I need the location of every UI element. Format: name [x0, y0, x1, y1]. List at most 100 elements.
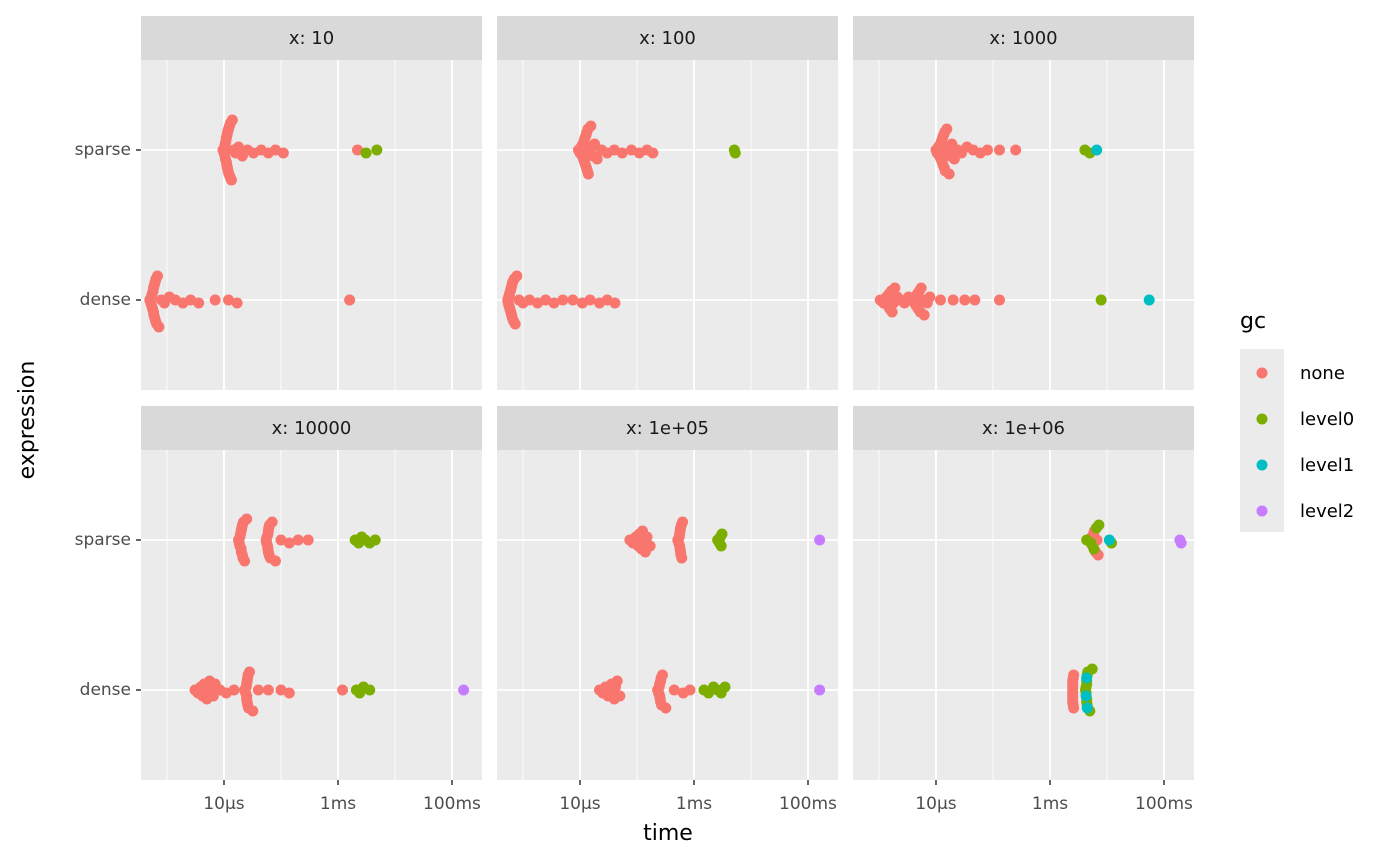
point: [252, 684, 264, 696]
point: [614, 690, 626, 702]
point: [1067, 696, 1079, 708]
point: [611, 675, 623, 687]
strip-label: x: 10000: [272, 418, 352, 439]
x-tick-label: 10µs: [559, 794, 600, 814]
point: [269, 555, 281, 567]
point: [337, 684, 349, 696]
strip: [141, 16, 482, 60]
x-tick-label: 1ms: [676, 794, 712, 814]
point: [584, 294, 596, 306]
panel: [141, 60, 482, 390]
point: [993, 294, 1005, 306]
point: [567, 294, 579, 306]
point: [716, 528, 728, 540]
point: [239, 555, 251, 567]
point: [677, 516, 689, 528]
point: [1081, 702, 1093, 714]
point: [344, 294, 356, 306]
panel: [853, 60, 1194, 390]
point: [302, 534, 314, 546]
panel: [497, 450, 838, 780]
point: [644, 540, 656, 552]
point: [915, 282, 927, 294]
legend-label: level0: [1300, 409, 1354, 430]
point: [266, 516, 278, 528]
point: [941, 123, 953, 135]
legend-label: level1: [1300, 455, 1354, 476]
strip: [141, 406, 482, 450]
point: [1088, 543, 1100, 555]
point: [275, 684, 287, 696]
point: [243, 666, 255, 678]
point: [668, 684, 680, 696]
point: [1103, 534, 1115, 546]
x-tick-label: 10µs: [203, 794, 244, 814]
legend-key: [1256, 367, 1268, 379]
x-tick-label: 100ms: [1135, 794, 1193, 814]
strip-label: x: 1e+05: [626, 418, 709, 439]
point: [641, 531, 653, 543]
strip-label: x: 100: [639, 28, 696, 49]
strip-label: x: 10: [289, 28, 334, 49]
point: [151, 270, 163, 282]
point: [226, 114, 238, 126]
point: [889, 282, 901, 294]
strip: [497, 16, 838, 60]
point: [935, 294, 947, 306]
x-tick-label: 100ms: [779, 794, 837, 814]
point: [283, 537, 295, 549]
point: [647, 147, 659, 159]
y-tick-label: sparse: [75, 140, 131, 160]
point: [918, 309, 930, 321]
point: [814, 534, 826, 546]
point: [947, 294, 959, 306]
point: [509, 318, 521, 330]
point: [1067, 675, 1079, 687]
point: [582, 168, 594, 180]
legend-title: gc: [1240, 309, 1266, 334]
legend-key: [1256, 459, 1268, 471]
point: [277, 147, 289, 159]
point: [715, 540, 727, 552]
y-tick-label: dense: [80, 290, 131, 310]
point: [557, 294, 569, 306]
legend-label: level2: [1300, 501, 1354, 522]
point: [585, 120, 597, 132]
point: [352, 144, 364, 156]
point: [233, 141, 245, 153]
point: [1095, 294, 1107, 306]
point: [364, 684, 376, 696]
point: [292, 534, 304, 546]
point: [719, 681, 731, 693]
panel: [497, 60, 838, 390]
point: [1081, 672, 1093, 684]
x-tick-label: 1ms: [320, 794, 356, 814]
point: [591, 153, 603, 165]
point: [943, 168, 955, 180]
point: [1091, 144, 1103, 156]
point: [1010, 144, 1022, 156]
legend-label: none: [1300, 363, 1345, 384]
panel: [141, 450, 482, 780]
point: [458, 684, 470, 696]
point: [231, 297, 243, 309]
point: [540, 294, 552, 306]
point: [360, 147, 372, 159]
point: [924, 291, 936, 303]
y-tick-label: sparse: [75, 530, 131, 550]
point: [1175, 537, 1187, 549]
point: [660, 702, 672, 714]
point: [511, 270, 523, 282]
point: [262, 684, 274, 696]
point: [228, 684, 240, 696]
point: [959, 294, 971, 306]
point: [676, 552, 688, 564]
point: [609, 297, 621, 309]
strip-label: x: 1e+06: [982, 418, 1065, 439]
point: [193, 297, 205, 309]
panel: [853, 450, 1194, 780]
point: [153, 321, 165, 333]
y-tick-label: dense: [80, 680, 131, 700]
y-axis-title: expression: [15, 361, 40, 480]
